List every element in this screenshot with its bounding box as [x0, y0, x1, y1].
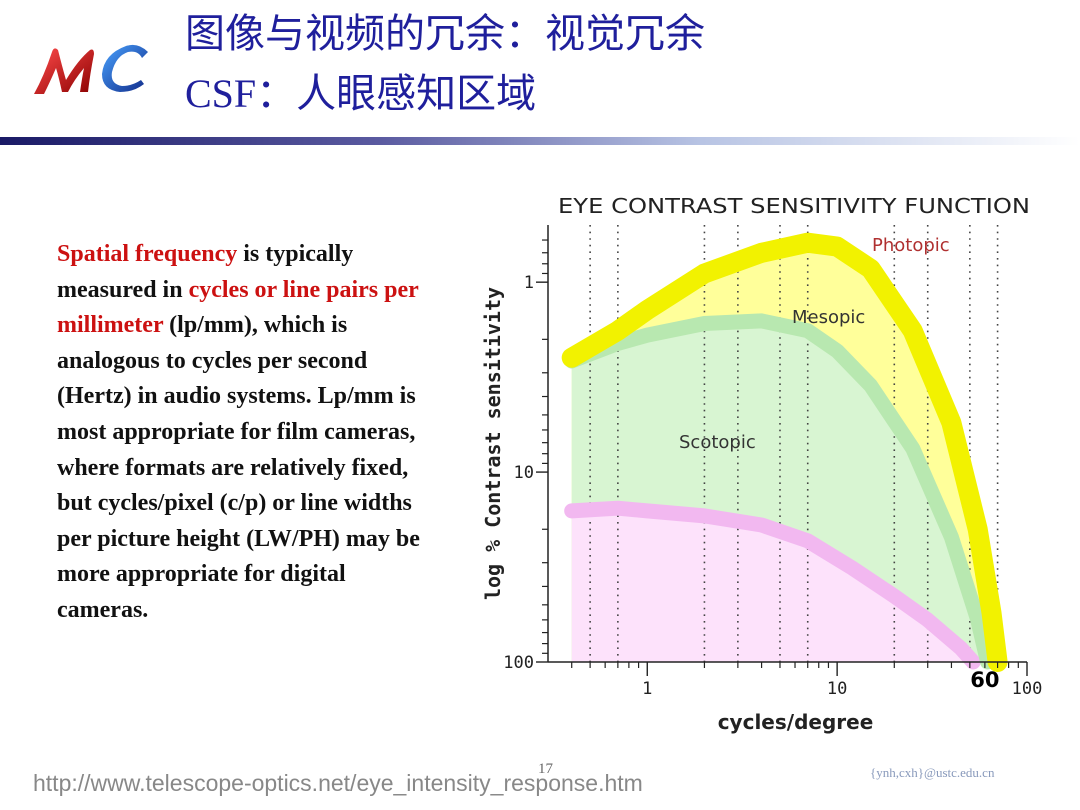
x-tick-label: 100 [1012, 679, 1043, 699]
csf-chart-svg: 1 10 100 60 1 10 100 Photopic Mesopic Scotopic EYE… [481, 194, 1043, 734]
y-tick-label: 10 [514, 463, 534, 483]
term-cycles-per-mm: cycles or line pairs per millimeter [57, 276, 419, 339]
body-paragraph: Spatial frequency is typically measured … [57, 237, 442, 629]
x-tick-label: 1 [642, 679, 652, 699]
csf-chart: 1 10 100 60 1 10 100 Photopic Mesopic Scotopic EYE… [470, 180, 1070, 750]
y-tick-label: 100 [503, 653, 534, 673]
y-tick-label: 1 [524, 273, 534, 293]
x-annotation-60: 60 [970, 668, 999, 692]
mc-logo-graphic [34, 44, 148, 94]
title-csf: CSF [185, 71, 257, 116]
label-scotopic: Scotopic [679, 432, 756, 453]
photopic-curve [561, 232, 1008, 672]
slide-title-line1: 图像与视频的冗余：视觉冗余 [185, 11, 705, 57]
mesopic-curve [564, 313, 996, 670]
title-divider [0, 137, 1080, 145]
label-photopic: Photopic [872, 235, 950, 256]
author-email: {ynh,cxh}@ustc.edu.cn [870, 765, 995, 780]
title-subtitle: ：人眼感知区域 [256, 71, 537, 117]
body-segment-1: is typically measured in [57, 241, 354, 303]
term-spatial-frequency: Spatial frequency [57, 241, 238, 267]
source-url[interactable]: http://www.telescope-optics.net/eye_inte… [33, 770, 643, 796]
x-tick-label: 10 [827, 679, 847, 699]
slide-title-line2: CSF：人眼感知区域 [185, 70, 536, 118]
label-mesopic: Mesopic [792, 307, 865, 328]
mc-logo [30, 28, 170, 108]
scotopic-region [571, 508, 974, 662]
chart-title: EYE CONTRAST SENSITIVITY FUNCTION [558, 194, 1030, 218]
scotopic-curve [564, 500, 981, 670]
page-number: 17 [538, 761, 553, 777]
body-segment-2: (lp/mm), which is analogous to cycles pe… [57, 312, 420, 623]
x-axis-title: cycles/degree [718, 710, 874, 734]
y-axis-title: log % Contrast sensitivity [481, 287, 505, 600]
